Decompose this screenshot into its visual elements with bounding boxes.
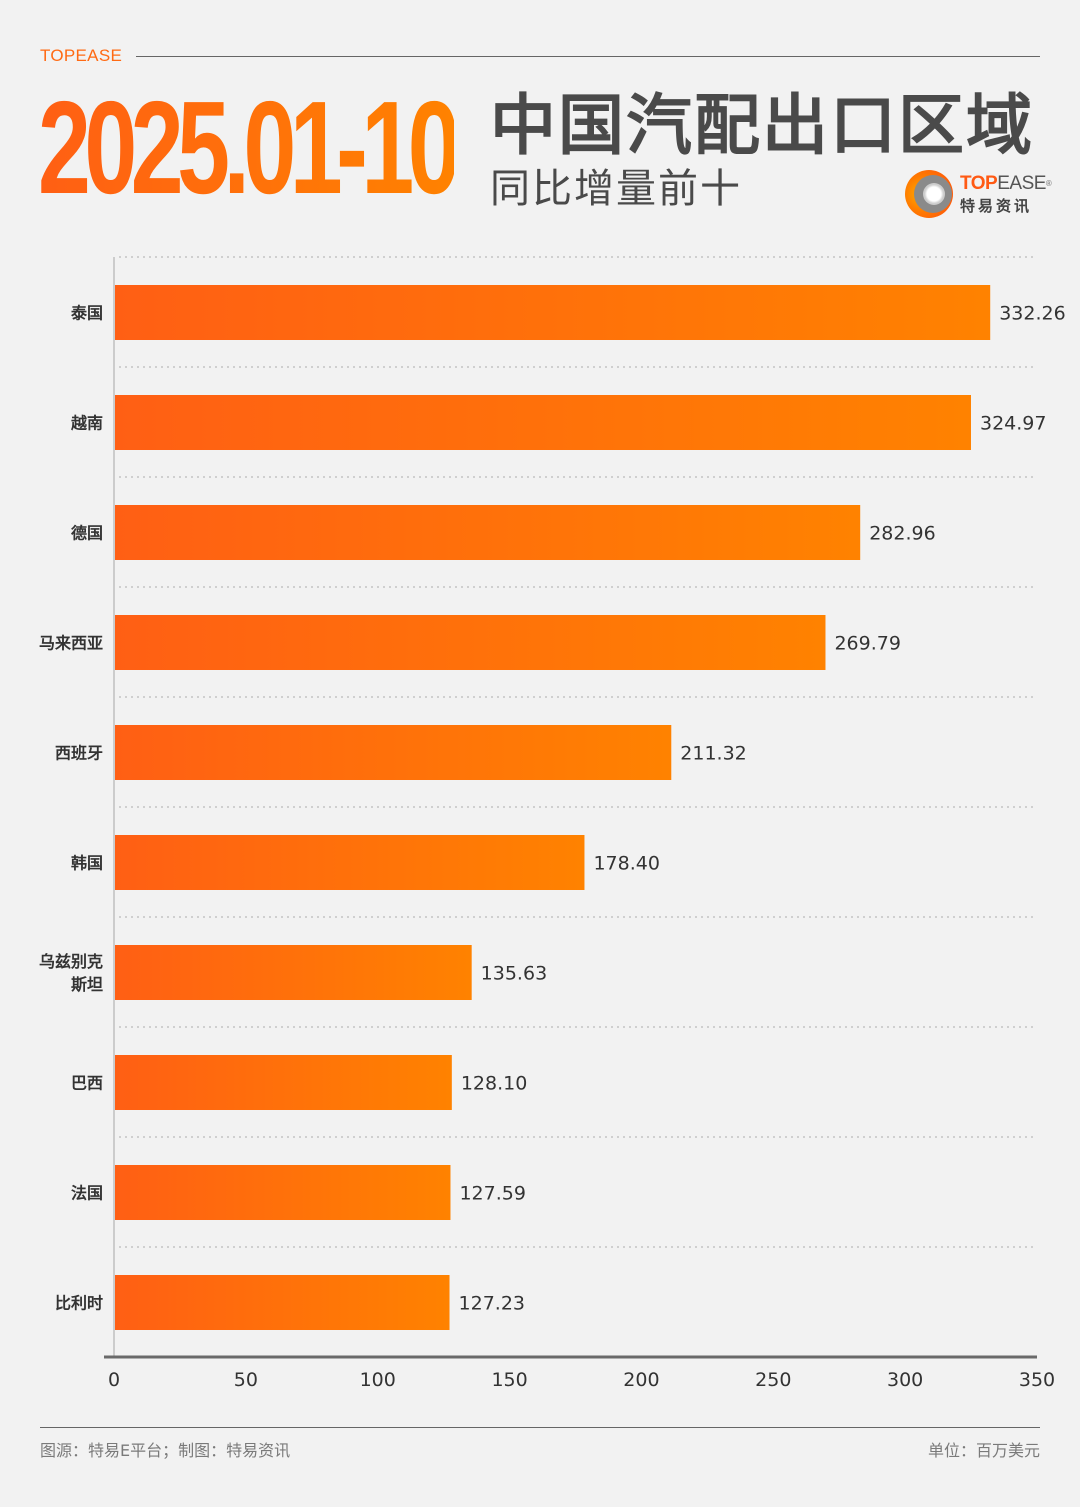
topease-logo: TOPEASE® 特易资讯 (903, 170, 1052, 220)
value-label: 282.96 (869, 523, 935, 545)
bar (115, 725, 672, 780)
category-label: 马来西亚 (39, 634, 103, 653)
category-label: 乌兹别克 (39, 952, 103, 971)
category-label: 德国 (71, 524, 103, 543)
value-label: 128.10 (461, 1073, 527, 1095)
value-label: 211.32 (680, 743, 746, 765)
brand-label: TOPEASE (40, 46, 123, 65)
x-tick-label: 300 (887, 1369, 923, 1391)
topease-ring-logo-icon (905, 170, 953, 218)
bar (115, 1275, 450, 1330)
x-tick-label: 0 (108, 1369, 120, 1391)
value-label: 332.26 (999, 303, 1065, 325)
category-label: 比利时 (55, 1294, 103, 1313)
bar (115, 1055, 452, 1110)
category-label: 韩国 (71, 854, 103, 873)
logo-chinese-name: 特易资讯 (960, 197, 1033, 215)
bar (115, 615, 826, 670)
bar (115, 945, 472, 1000)
value-label: 135.63 (481, 963, 547, 985)
bar-chart: 332.26 泰国 324.97 越南 282.96 德国 269.79 马来西亚 211.32… (39, 256, 1066, 1391)
category-label: 泰国 (70, 304, 103, 323)
x-tick-label: 250 (755, 1369, 791, 1391)
unit-note: 单位：百万美元 (927, 1441, 1040, 1460)
x-tick-label: 150 (491, 1369, 527, 1391)
bar (115, 1165, 451, 1220)
category-label: 法国 (71, 1184, 103, 1203)
footer-divider (40, 1427, 1040, 1428)
page-title: 中国汽配出口区域 (490, 87, 1034, 164)
bar (115, 285, 991, 340)
date-range-heading: 2025.01-10 (38, 74, 461, 221)
bar (115, 835, 585, 890)
value-label: 127.59 (459, 1183, 525, 1205)
category-label: 越南 (70, 414, 103, 433)
source-note: 图源：特易E平台；制图：特易资讯 (40, 1441, 291, 1460)
value-label: 127.23 (459, 1293, 525, 1315)
category-label: 巴西 (71, 1074, 103, 1093)
page-subtitle: 同比增量前十 (490, 166, 742, 212)
top-divider (136, 56, 1040, 57)
logo-english-name: TOPEASE® (960, 173, 1052, 194)
x-tick-label: 200 (623, 1369, 659, 1391)
category-label: 斯坦 (71, 975, 103, 994)
x-tick-label: 100 (360, 1369, 396, 1391)
bar (115, 505, 861, 560)
value-label: 324.97 (980, 413, 1046, 435)
bar (115, 395, 971, 450)
value-label: 269.79 (834, 633, 900, 655)
category-label: 西班牙 (55, 744, 103, 763)
x-tick-label: 50 (234, 1369, 258, 1391)
value-label: 178.40 (593, 853, 659, 875)
x-tick-label: 350 (1019, 1369, 1055, 1391)
